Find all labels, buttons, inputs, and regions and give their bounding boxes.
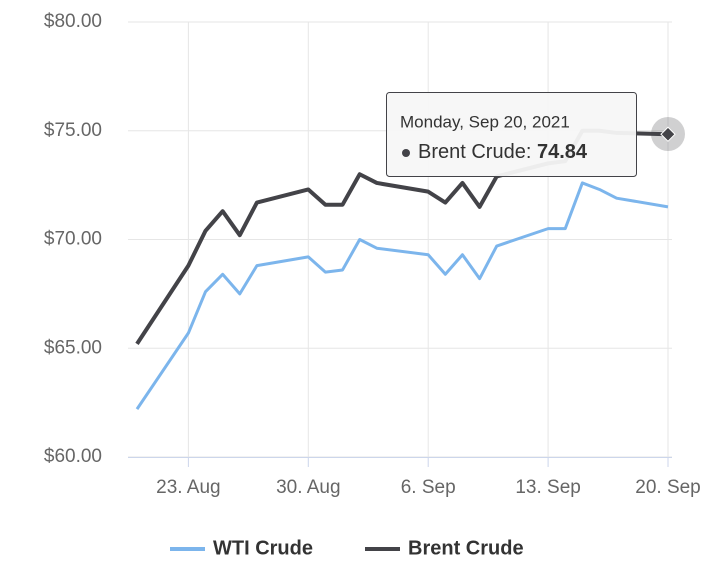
hover-marker — [660, 126, 676, 142]
legend-label: Brent Crude — [408, 537, 524, 559]
tooltip-box — [386, 92, 637, 177]
tooltip-label: Brent Crude: 74.84 — [418, 141, 588, 163]
x-tick-label: 30. Aug — [276, 477, 340, 498]
series-line — [135, 181, 669, 410]
tooltip-title: Monday, Sep 20, 2021 — [400, 112, 570, 131]
tooltip-symbol — [402, 149, 410, 157]
y-tick-label: $75.00 — [44, 120, 102, 141]
tooltip-series: Brent Crude: — [418, 141, 531, 163]
x-tick-label: 20. Sep — [635, 477, 701, 498]
tooltip: Monday, Sep 20, 2021 Brent Crude: 74.84 — [386, 92, 685, 177]
x-tick-label: 6. Sep — [401, 477, 456, 498]
x-tick-label: 13. Sep — [515, 477, 581, 498]
legend-label: WTI Crude — [213, 537, 313, 559]
x-tick-label: 23. Aug — [156, 477, 220, 498]
tooltip-value: 74.84 — [537, 141, 588, 163]
y-tick-label: $65.00 — [44, 337, 102, 358]
y-tick-label: $80.00 — [44, 11, 102, 32]
y-tick-label: $70.00 — [44, 229, 102, 250]
y-tick-label: $60.00 — [44, 446, 102, 467]
